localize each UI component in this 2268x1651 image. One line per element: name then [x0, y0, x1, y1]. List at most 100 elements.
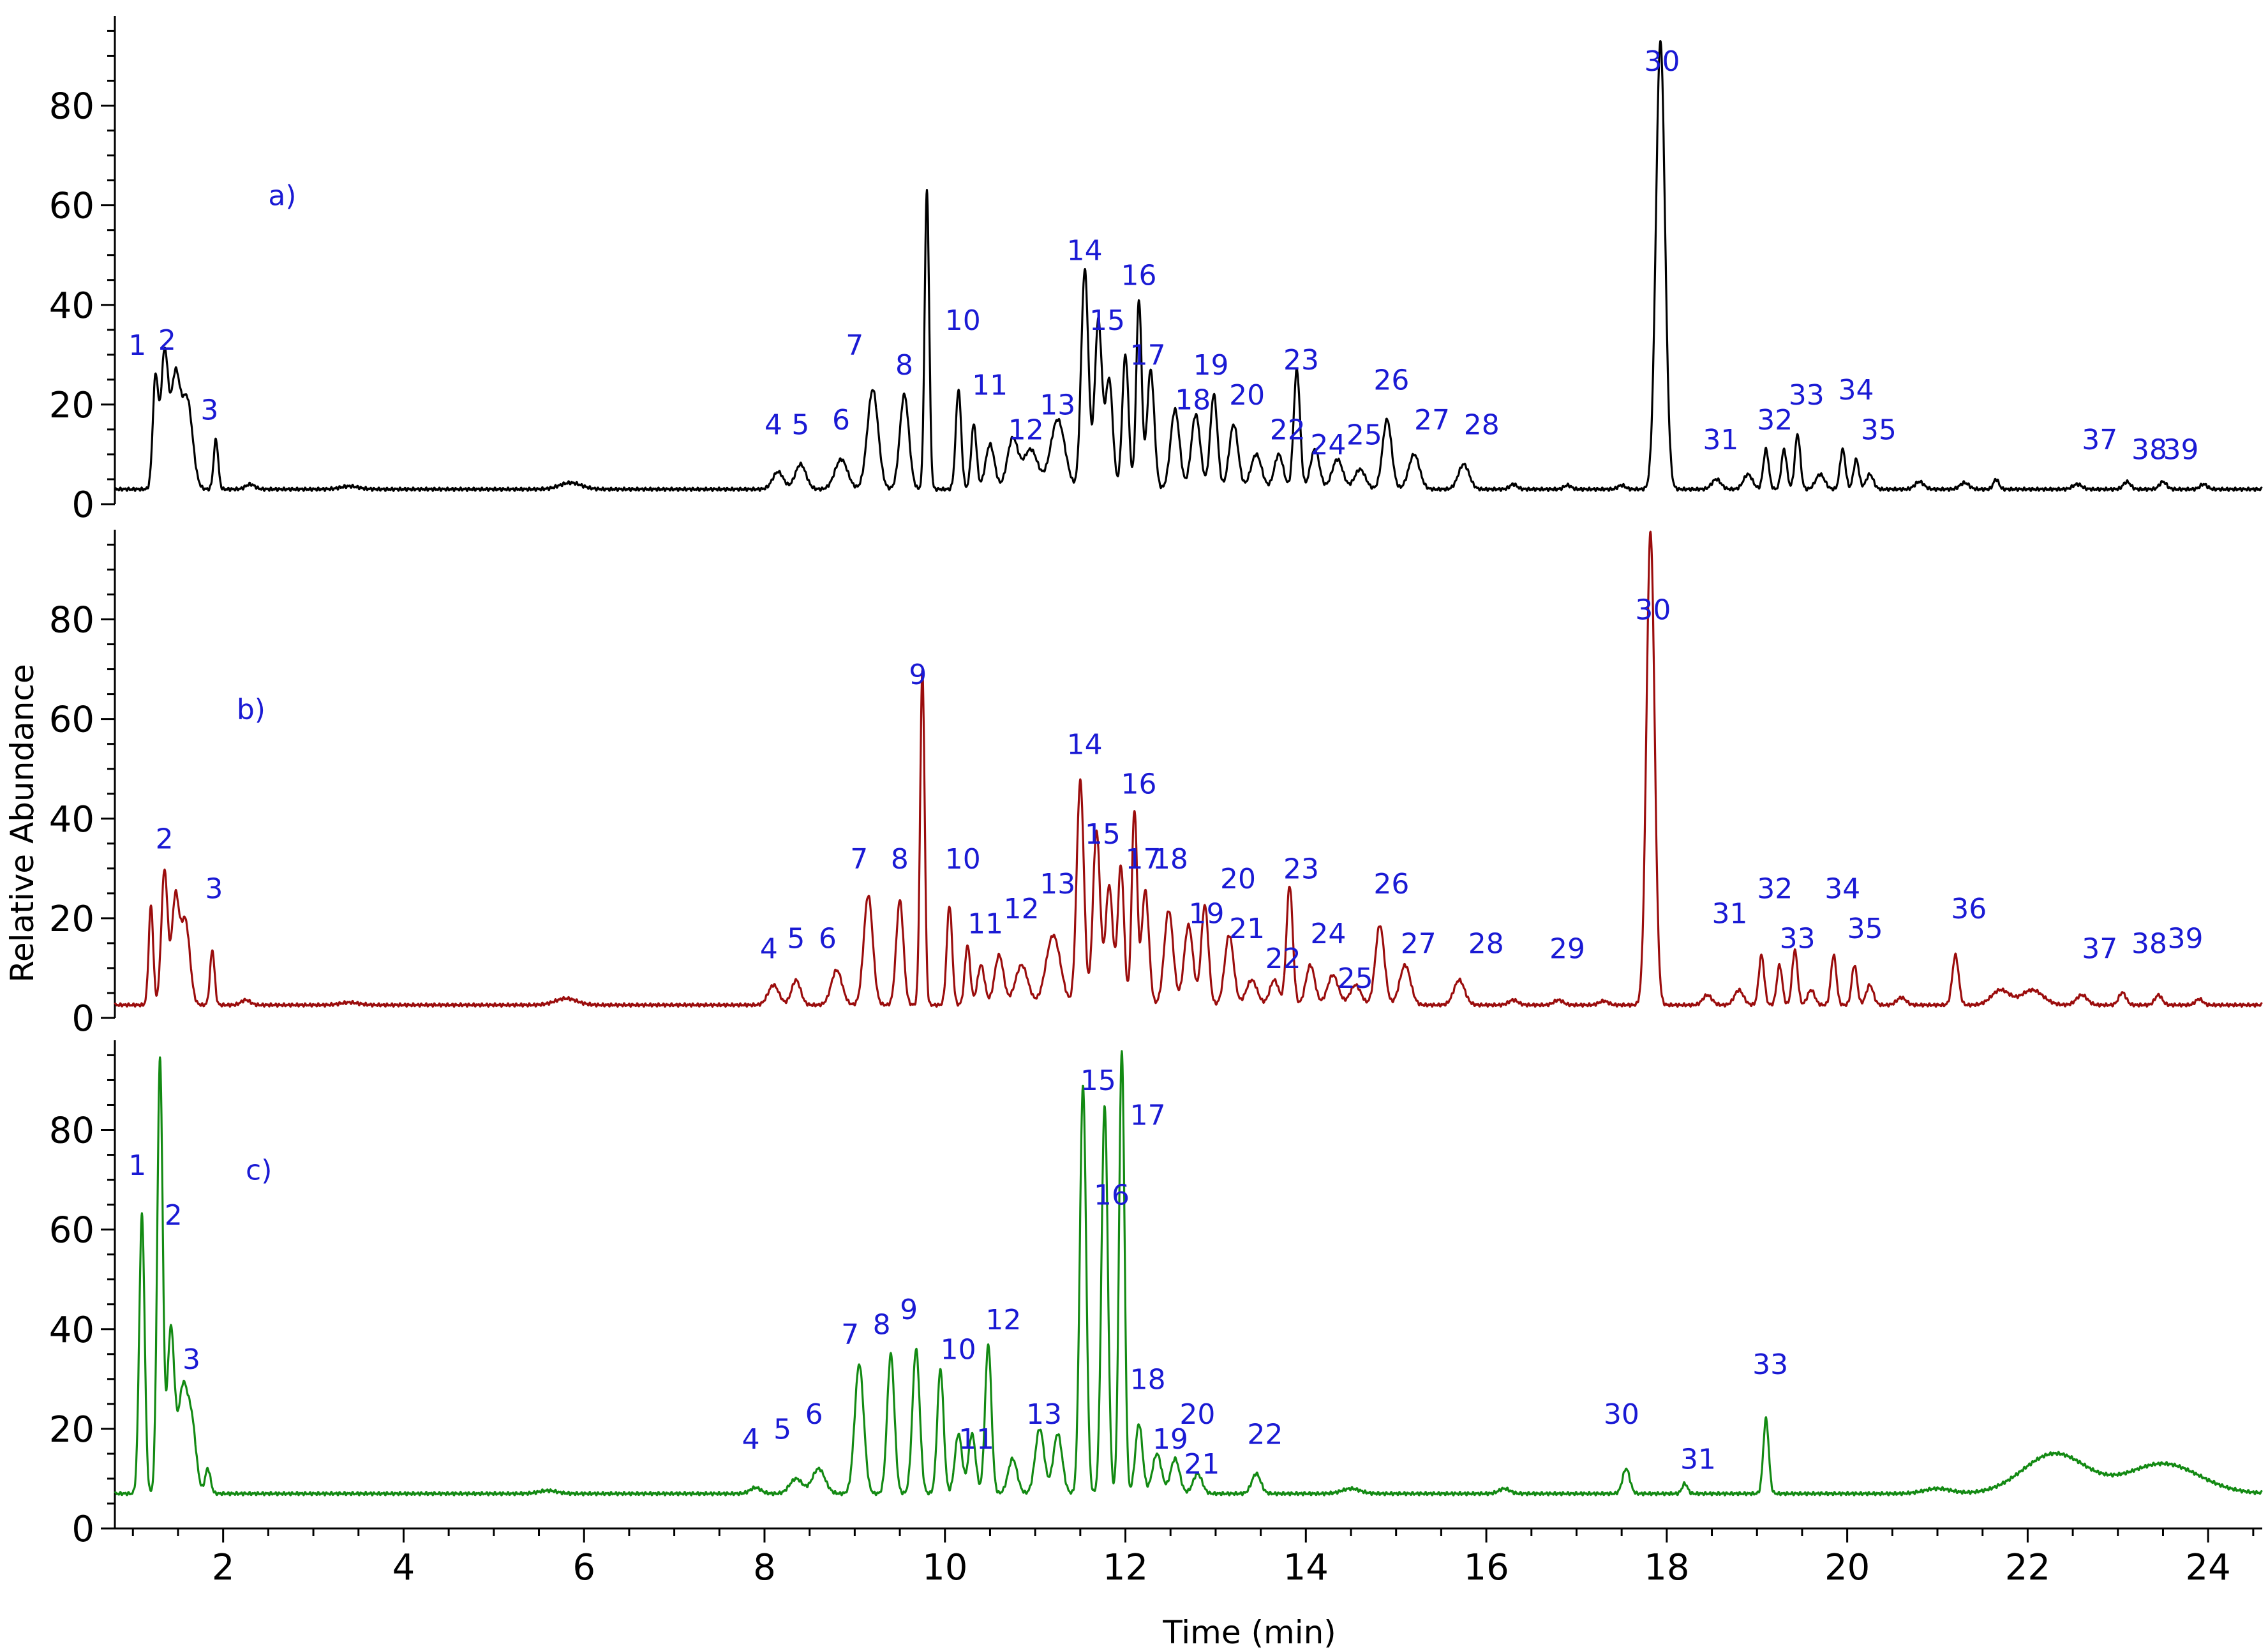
- peak-label: 11: [967, 908, 1003, 940]
- peak-label: 1: [128, 329, 146, 362]
- x-tick-label: 2: [212, 1547, 235, 1588]
- x-tick-label: 24: [2186, 1547, 2231, 1588]
- peak-label: 11: [972, 369, 1008, 401]
- peak-label: 30: [1645, 45, 1680, 78]
- peak-label: 30: [1635, 594, 1671, 627]
- peak-label: 7: [850, 843, 868, 876]
- peak-label: 3: [205, 873, 223, 906]
- peak-label: 15: [1085, 818, 1121, 851]
- peak-label: 1: [128, 1149, 146, 1182]
- peak-label: 28: [1464, 409, 1500, 442]
- peak-label: 8: [895, 349, 913, 382]
- peak-label: 5: [787, 923, 805, 955]
- peak-label: 31: [1703, 424, 1738, 456]
- peak-label: 10: [945, 304, 981, 337]
- peak-label: 19: [1153, 1423, 1188, 1456]
- peak-label: 24: [1310, 918, 1346, 950]
- peak-label: 36: [1951, 893, 1987, 925]
- peak-label: 9: [909, 659, 927, 691]
- panel-label: c): [246, 1154, 272, 1187]
- peak-label: 22: [1265, 943, 1301, 975]
- x-tick-label: 10: [922, 1547, 967, 1588]
- y-tick-label: 80: [49, 1110, 94, 1152]
- x-tick-label: 12: [1103, 1547, 1148, 1588]
- y-tick-label: 40: [49, 1310, 94, 1351]
- peak-label: 5: [773, 1413, 791, 1446]
- x-tick-label: 16: [1463, 1547, 1509, 1588]
- x-tick-label: 20: [1824, 1547, 1870, 1588]
- peak-label: 10: [941, 1334, 976, 1366]
- peak-label: 8: [891, 843, 909, 876]
- trace-panel-c: [114, 1050, 2263, 1497]
- peak-label: 19: [1189, 898, 1225, 930]
- peak-label: 24: [1310, 429, 1346, 461]
- peak-label: 18: [1175, 384, 1211, 417]
- peak-label: 27: [1401, 928, 1436, 960]
- x-tick-label: 8: [753, 1547, 776, 1588]
- peak-label: 27: [1414, 404, 1450, 437]
- peak-label: 20: [1220, 863, 1256, 895]
- peak-label: 20: [1179, 1398, 1215, 1431]
- peak-label: 4: [760, 932, 778, 965]
- x-tick-label: 4: [392, 1547, 415, 1588]
- peak-label: 16: [1094, 1179, 1130, 1212]
- peak-label: 22: [1247, 1418, 1283, 1451]
- peak-label: 7: [841, 1319, 859, 1351]
- peak-label: 17: [1130, 339, 1166, 371]
- peak-label: 21: [1229, 913, 1265, 945]
- peak-label: 31: [1680, 1443, 1716, 1475]
- peak-label: 2: [156, 823, 174, 856]
- peak-label: 2: [158, 324, 176, 357]
- peak-label: 2: [165, 1199, 183, 1232]
- peak-label: 22: [1270, 414, 1306, 447]
- x-tick-label: 22: [2005, 1547, 2050, 1588]
- peak-label: 6: [832, 404, 850, 437]
- peak-label: 6: [805, 1398, 823, 1431]
- peak-label: 14: [1067, 235, 1103, 267]
- trace-layer: [114, 40, 2263, 1497]
- peak-label: 15: [1080, 1065, 1116, 1097]
- peak-label: 18: [1130, 1363, 1166, 1396]
- peak-label: 25: [1347, 419, 1382, 451]
- y-axis-title: Relative Abundance: [4, 664, 41, 982]
- peak-label: 28: [1468, 928, 1504, 960]
- peak-label: 10: [945, 843, 981, 876]
- panel-label: a): [268, 180, 296, 213]
- peak-label: 30: [1604, 1398, 1639, 1431]
- y-tick-label: 20: [49, 1409, 94, 1451]
- peak-label: 33: [1752, 1348, 1788, 1381]
- trace-panel-b: [114, 530, 2263, 1008]
- peak-label: 5: [791, 409, 809, 442]
- peak-label: 35: [1847, 913, 1883, 945]
- peak-label: 23: [1283, 344, 1319, 377]
- y-tick-label: 40: [49, 799, 94, 840]
- y-tick-label: 40: [49, 285, 94, 327]
- y-tick-label: 60: [49, 186, 94, 227]
- peak-label: 37: [2082, 424, 2117, 456]
- peak-label: 34: [1838, 374, 1874, 407]
- peak-label: 20: [1229, 379, 1265, 412]
- peak-label: 11: [959, 1423, 994, 1456]
- peak-label: 33: [1789, 379, 1824, 412]
- peak-label: 7: [846, 329, 863, 362]
- peak-label: 34: [1824, 873, 1860, 906]
- peak-label: 12: [985, 1304, 1021, 1336]
- y-tick-label: 0: [71, 998, 94, 1040]
- peak-label: 16: [1121, 260, 1156, 292]
- peak-label: 18: [1153, 843, 1188, 876]
- y-tick-label: 20: [49, 385, 94, 426]
- peak-label: 17: [1126, 843, 1161, 876]
- y-tick-label: 0: [71, 1509, 94, 1550]
- peak-label: 14: [1067, 728, 1103, 761]
- peak-label: 15: [1089, 304, 1125, 337]
- peak-label: 35: [1861, 414, 1897, 447]
- peak-label: 3: [200, 394, 218, 426]
- x-tick-label: 6: [572, 1547, 595, 1588]
- peak-label: 23: [1283, 853, 1319, 885]
- peak-label: 8: [873, 1309, 891, 1341]
- peak-label: 9: [900, 1294, 918, 1326]
- peak-label: 38: [2131, 928, 2167, 960]
- peak-label: 4: [742, 1423, 760, 1456]
